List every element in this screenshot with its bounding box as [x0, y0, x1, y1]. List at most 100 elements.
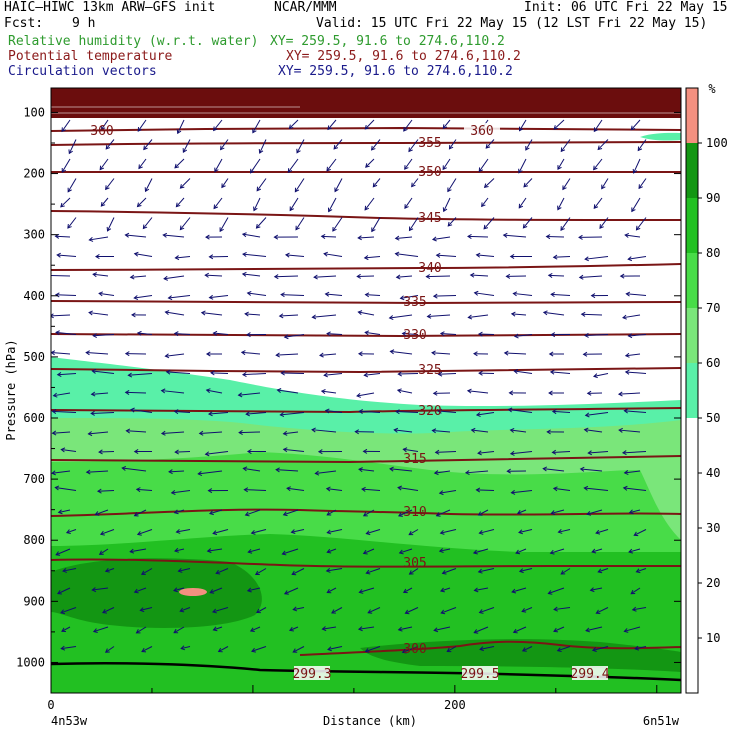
wind-vector: [625, 234, 641, 238]
wind-vector: [485, 139, 495, 149]
wind-vector-head: [627, 256, 633, 262]
wind-vector-head: [403, 126, 408, 132]
wind-vector-head: [627, 333, 633, 339]
wind-vector-head: [439, 331, 445, 337]
wind-vector-head: [129, 407, 135, 413]
wind-vector-head: [503, 350, 509, 356]
wind-vector: [442, 158, 451, 170]
wind-vector-head: [362, 549, 368, 555]
wind-vector: [326, 509, 337, 516]
wind-vector-head: [635, 568, 641, 574]
wind-vector: [467, 235, 489, 238]
wind-vector-head: [65, 529, 71, 534]
wind-vector-head: [311, 427, 316, 433]
wind-vector: [398, 509, 413, 517]
wind-vector-head: [364, 330, 370, 336]
theta-contour-310: [51, 508, 681, 517]
wind-vector-head: [617, 391, 623, 397]
wind-vector-head: [560, 226, 565, 231]
wind-vector-head: [92, 628, 98, 633]
wind-vector: [626, 293, 647, 296]
wind-vector-head: [362, 511, 368, 517]
wind-vector: [175, 256, 191, 259]
wind-vector-head: [363, 255, 369, 261]
wind-vector: [634, 529, 647, 536]
wind-vector-head: [294, 187, 300, 193]
wind-vector-head: [477, 511, 483, 516]
wind-vector-head: [398, 512, 403, 517]
colorbar-tick-label-10: 10: [706, 631, 720, 645]
wind-vector-head: [623, 628, 629, 633]
wind-vector: [636, 568, 647, 573]
wind-vector: [411, 178, 419, 187]
wind-vector: [372, 178, 381, 188]
wind-vector-head: [124, 351, 130, 357]
wind-vector-head: [133, 295, 139, 301]
y-tick-label-100: 100: [23, 105, 45, 119]
colorbar-tick-label-90: 90: [706, 191, 720, 205]
wind-vector-head: [133, 588, 139, 594]
wind-vector-head: [62, 568, 67, 573]
wind-vector: [126, 430, 147, 433]
theta-contour-325: [51, 367, 681, 374]
wind-vector: [179, 217, 191, 230]
wind-vector: [622, 314, 641, 319]
wind-vector: [256, 607, 267, 613]
wind-vector: [97, 490, 115, 492]
wind-vector-head: [208, 254, 214, 260]
theta-extra-label: 360: [470, 124, 493, 139]
theta-contour-320: [51, 407, 681, 414]
wind-vector-head: [280, 370, 286, 376]
wind-vector-head: [621, 450, 627, 456]
wind-vector-head: [630, 125, 636, 131]
wind-vector: [105, 646, 115, 653]
wind-vector: [479, 529, 495, 534]
wind-vector-head: [394, 251, 400, 257]
wind-vector-head: [96, 488, 102, 494]
wind-vector-head: [509, 427, 515, 433]
wind-vector-head: [206, 548, 212, 554]
wind-vector-head: [475, 252, 481, 258]
wind-vector-head: [628, 509, 634, 515]
wind-vector-head: [469, 272, 475, 278]
wind-vector-head: [56, 372, 62, 377]
wind-vector: [91, 412, 115, 414]
wind-vector-head: [173, 628, 179, 634]
wind-vector: [511, 587, 527, 593]
wind-vector: [86, 470, 109, 473]
wind-vector: [58, 509, 71, 513]
wind-vector-head: [560, 147, 566, 153]
wind-vector-head: [623, 470, 629, 475]
colorbar-tick-label-40: 40: [706, 466, 720, 480]
wind-vector-head: [512, 628, 518, 634]
wind-vector-head: [358, 408, 364, 414]
wind-vector-head: [60, 202, 65, 208]
wind-vector: [633, 158, 641, 174]
wind-vector: [137, 197, 147, 207]
wind-vector-head: [364, 124, 370, 130]
wind-vector-head: [425, 274, 431, 280]
wind-vector: [328, 197, 337, 212]
wind-vector: [592, 646, 609, 651]
wind-vector-head: [433, 627, 439, 633]
wind-vector-head: [244, 311, 249, 317]
wind-vector-head: [464, 470, 470, 476]
wind-vector-head: [332, 226, 337, 232]
wind-vector: [213, 332, 229, 335]
wind-vector-head: [67, 187, 72, 193]
wind-vector-head: [618, 427, 623, 433]
wind-vector-head: [317, 449, 323, 455]
wind-vector-head: [241, 232, 247, 238]
wind-vector: [585, 626, 603, 632]
wind-vector-head: [513, 369, 519, 374]
wind-vector: [359, 587, 375, 593]
wind-vector-head: [174, 547, 179, 553]
theta-label-320: 320: [418, 404, 441, 419]
wind-vector-head: [473, 290, 479, 296]
wind-vector-head: [240, 350, 246, 356]
wind-vector: [53, 392, 71, 397]
wind-vector: [51, 275, 71, 277]
wind-vector: [93, 626, 109, 633]
wind-vector-head: [473, 351, 478, 357]
wind-vector: [467, 390, 489, 394]
